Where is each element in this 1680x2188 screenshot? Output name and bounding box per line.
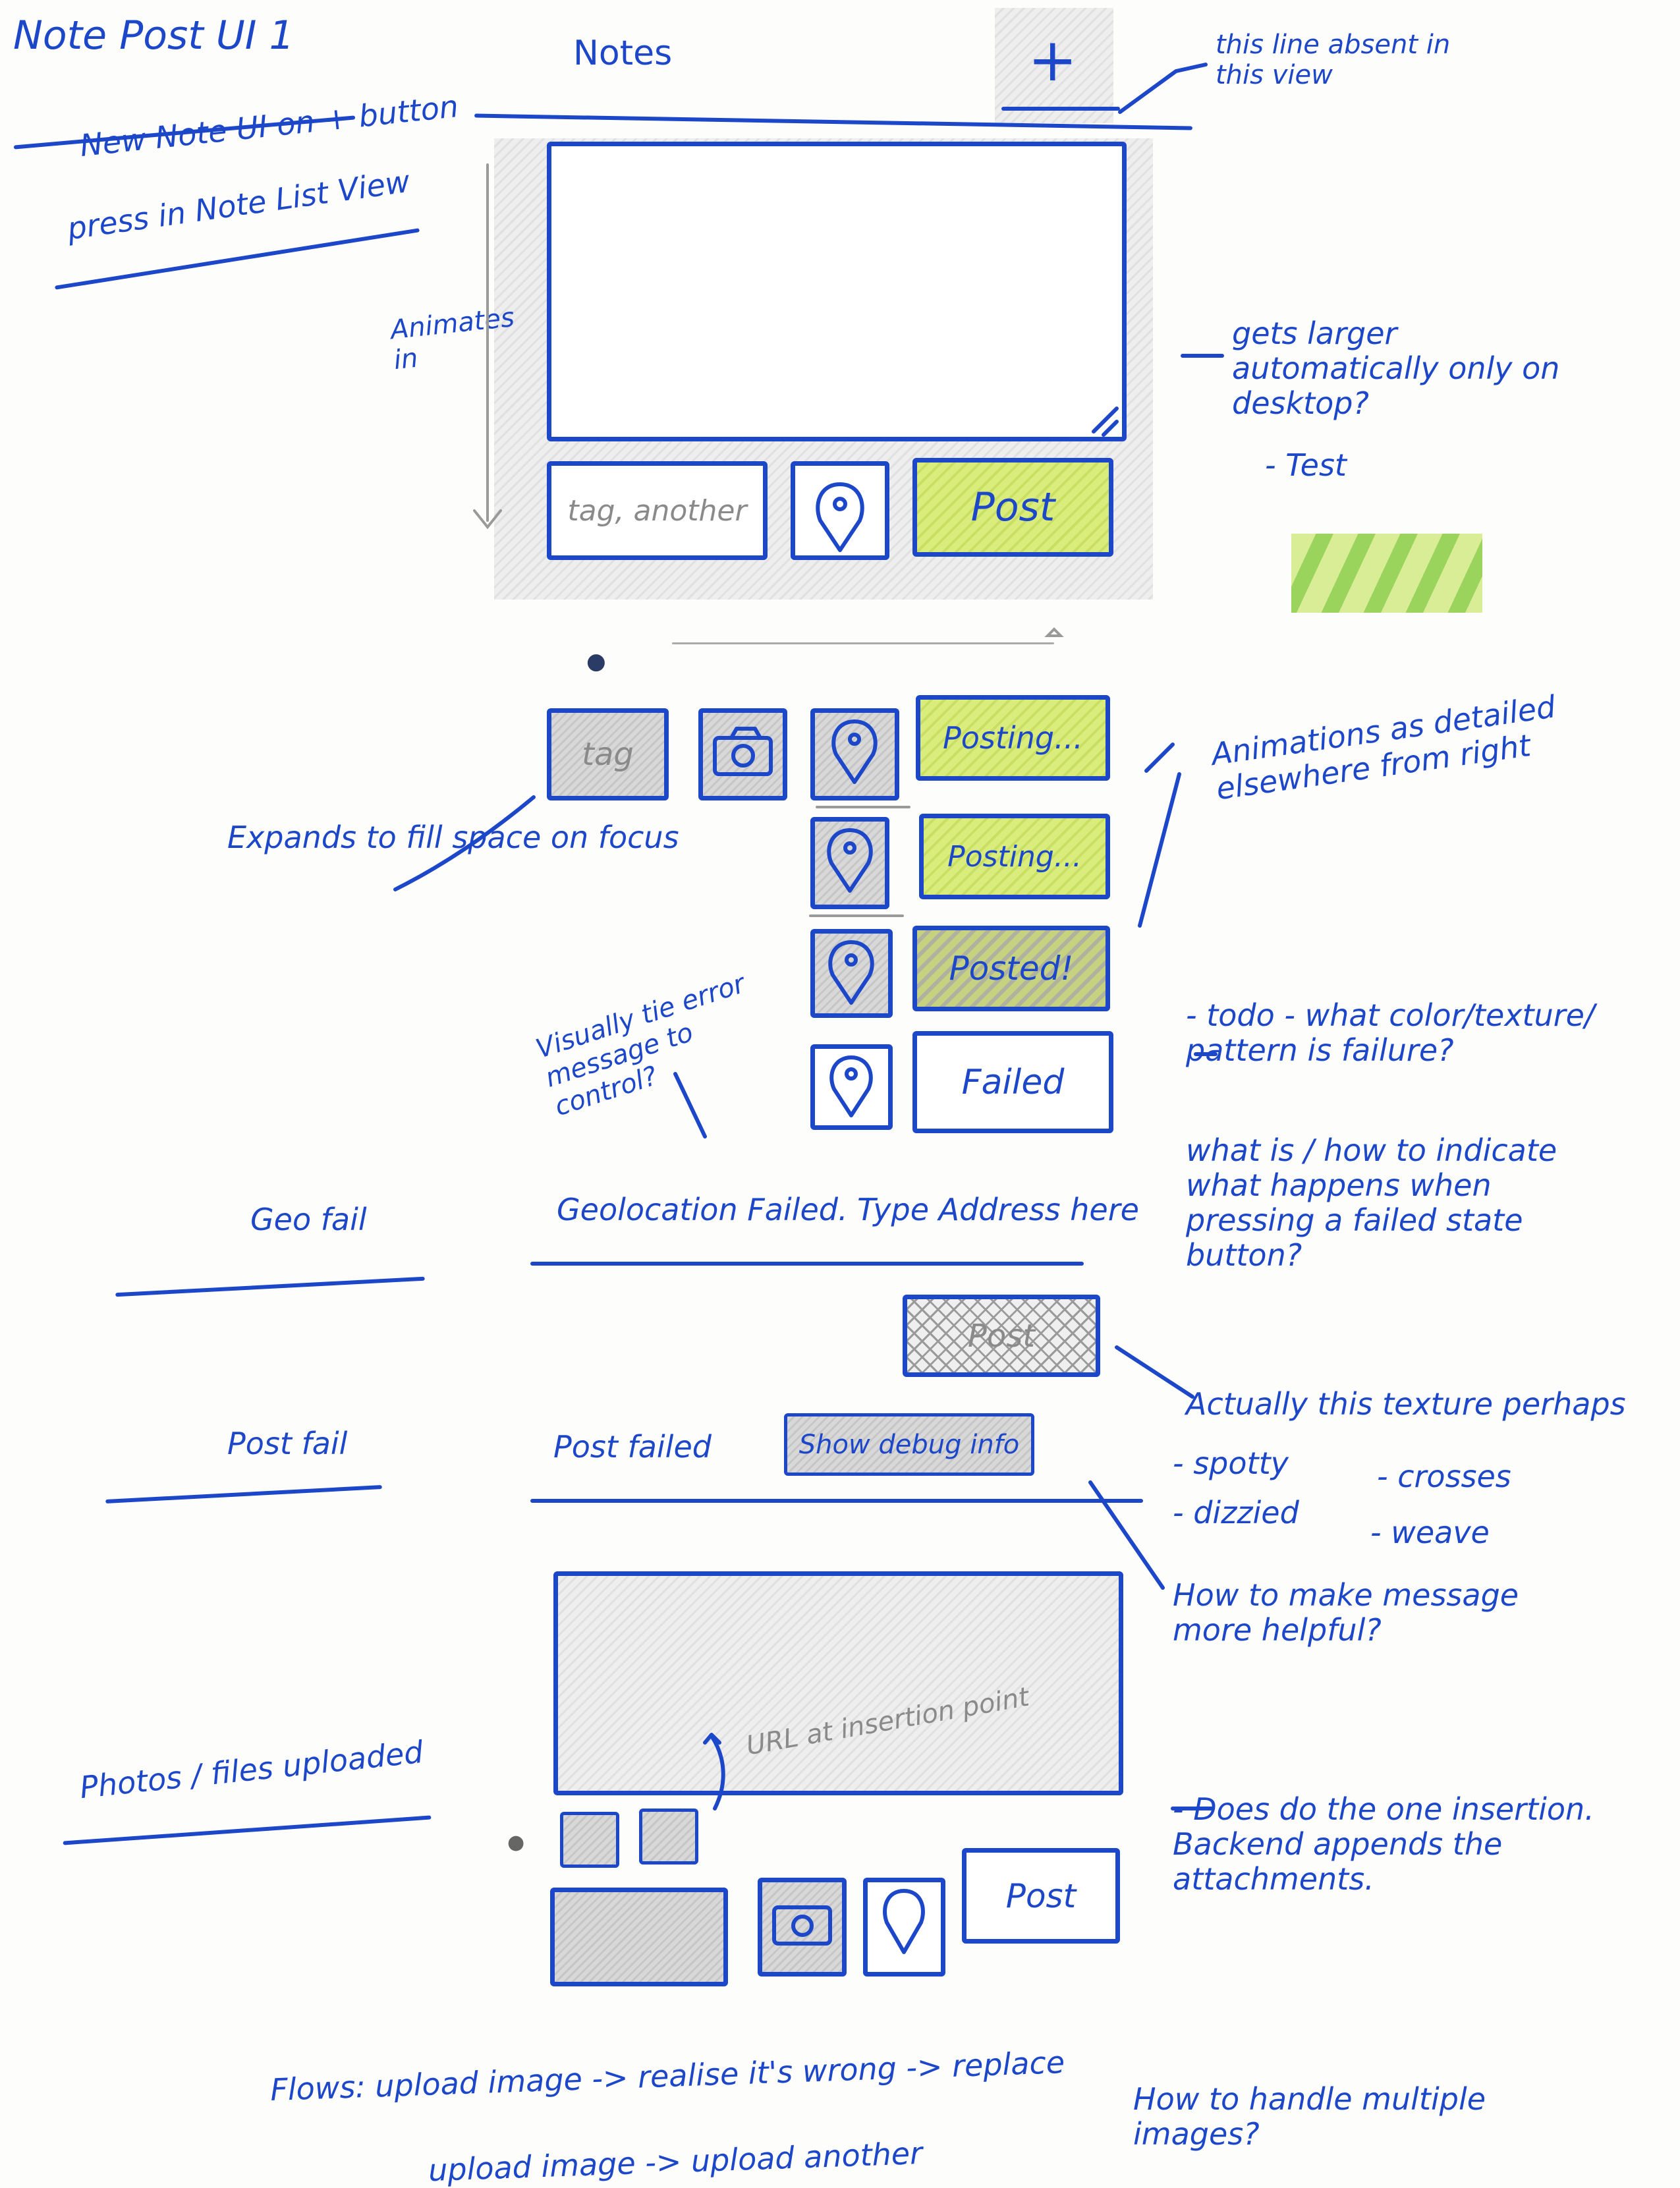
show-debug-button[interactable]: Show debug info (784, 1413, 1034, 1476)
annotation-grows: gets larger automatically only on deskto… (1232, 316, 1560, 421)
annotation-crosses: - crosses (1377, 1459, 1511, 1494)
post-button[interactable]: Post (912, 458, 1113, 557)
plus-tab-shading (995, 8, 1113, 123)
annotation-todo: - todo - what color/texture/ pattern is … (1186, 997, 1595, 1068)
app-title: Notes (573, 34, 673, 73)
location-button[interactable] (863, 1878, 945, 1977)
location-button[interactable] (810, 708, 899, 800)
failed-button[interactable]: Failed (912, 1031, 1113, 1133)
annotation-how-multiple: How to handle multiple images? (1133, 2081, 1486, 2152)
input-underline (530, 1262, 1084, 1266)
input-underline (530, 1499, 1143, 1503)
posting-button[interactable]: Posting... (916, 695, 1110, 781)
tab-underline (1001, 107, 1120, 111)
annotation-dizzied: - dizzied (1173, 1495, 1299, 1530)
post-fail-message: Post failed (553, 1429, 712, 1465)
annotation-how-helpful: How to make message more helpful? (1173, 1577, 1519, 1648)
green-texture-swatch (1291, 534, 1482, 613)
geo-fail-message: Geolocation Failed. Type Address here (557, 1192, 1139, 1227)
annotation-weave: - weave (1370, 1515, 1490, 1550)
note-textarea[interactable] (547, 142, 1127, 441)
annotation-what-is: what is / how to indicate what happens w… (1186, 1133, 1557, 1273)
annotation-test: - Test (1265, 447, 1347, 483)
dot-marker: ● (586, 648, 606, 675)
posting-button-2[interactable]: Posting... (919, 814, 1110, 899)
sketch-title: Note Post UI 1 (13, 13, 294, 59)
focus-arrow (672, 642, 1054, 644)
dot-marker: ● (507, 1831, 525, 1854)
post-button-disabled[interactable]: Post (903, 1295, 1100, 1377)
plus-icon[interactable]: + (1028, 26, 1078, 95)
annotation-actually: Actually this texture perhaps (1186, 1386, 1626, 1422)
annotation-expands: Expands to fill space on focus (227, 820, 679, 855)
attachment-thumbnail[interactable] (560, 1812, 619, 1868)
section-geo-fail: Geo fail (250, 1202, 367, 1237)
annotation-spotty: - spotty (1173, 1445, 1289, 1481)
annotation-does-one: - Does do the one insertion. Backend app… (1173, 1791, 1594, 1897)
attachment-thumbnail[interactable] (639, 1809, 698, 1865)
posted-button[interactable]: Posted! (912, 926, 1110, 1011)
note-textarea[interactable] (553, 1571, 1123, 1795)
location-button[interactable] (810, 817, 889, 909)
tag-input-small[interactable]: tag (547, 708, 669, 800)
post-button[interactable]: Post (962, 1848, 1120, 1944)
section-post-fail: Post fail (227, 1426, 348, 1461)
annotation-line-absent: this line absent in this view (1216, 30, 1451, 90)
tag-input[interactable]: tag, another (547, 461, 768, 560)
tag-input[interactable] (550, 1888, 728, 1986)
